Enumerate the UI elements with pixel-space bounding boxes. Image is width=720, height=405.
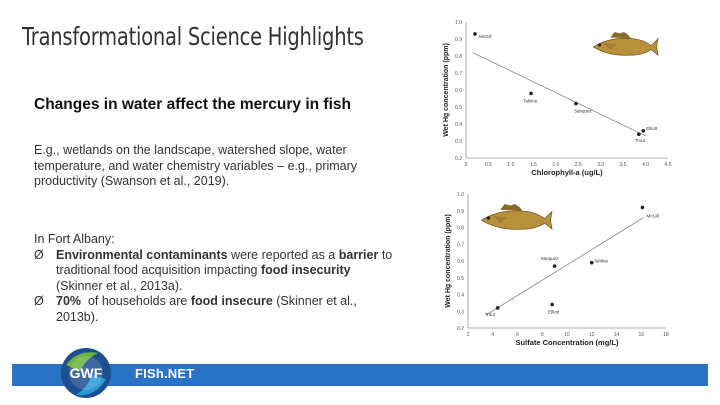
- y-tick-label: 0.5: [457, 276, 464, 282]
- x-tick-label: 14: [614, 332, 620, 338]
- brand-name: FISh.NET: [135, 366, 195, 381]
- y-tick-label: 1.0: [455, 20, 462, 26]
- bold-text: barrier: [338, 247, 379, 262]
- y-tick-label: 0.6: [455, 88, 462, 94]
- footer-bar: [12, 364, 708, 386]
- bullet-arrow-icon: Ø: [34, 294, 44, 308]
- fish-eye: [486, 216, 491, 220]
- body-paragraph: E.g., wetlands on the landscape, watersh…: [34, 143, 358, 188]
- y-tick-label: 0.2: [455, 156, 462, 162]
- point-label: Elliott: [646, 126, 658, 131]
- chart-chlorophyll: 0.2 0.3 0.4 0.5 0.6 0.7 0.8 0.9 1.0 0 0.5 1.0 1.5 2.0…: [443, 20, 672, 177]
- y-tick-label: 0.3: [457, 309, 464, 315]
- data-point: [637, 132, 641, 136]
- fish-stripe: [492, 215, 508, 224]
- y-axis-label: Wet Hg concentration (ppm): [445, 214, 452, 308]
- x-tick-label: 18: [663, 332, 669, 338]
- point-label: McGill: [646, 213, 659, 218]
- trend-line: [486, 217, 644, 315]
- fish-body: [592, 37, 659, 56]
- y-tick-label: 0.7: [457, 242, 464, 248]
- bold-text: food insecurity: [260, 263, 351, 277]
- x-tick-label: 12: [589, 332, 595, 338]
- text: (Skinner et al., 2013b).: [56, 294, 361, 324]
- y-axis-label: Wet Hg concentration (ppm): [443, 43, 450, 137]
- text: of households are: [81, 294, 191, 308]
- point-label: Tahline: [594, 259, 609, 264]
- x-tick-label: 8: [541, 332, 544, 338]
- data-point: [640, 205, 645, 210]
- x-tick-label: 3.0: [597, 162, 604, 168]
- section-intro: In Fort Albany:: [34, 232, 115, 246]
- fish-stripe: [603, 42, 618, 50]
- chart-sulfate: 0.2 0.3 0.4 0.5 0.6 0.7 0.8 0.9 1.0 2 4 6 8 10 12 14 16 1…: [445, 192, 669, 347]
- data-point: [552, 264, 557, 268]
- fish-dorsal-fin: [500, 204, 523, 211]
- x-tick-label: 4: [491, 332, 494, 338]
- point-label: Trout: [485, 312, 496, 317]
- x-tick-label: 1.5: [530, 162, 537, 168]
- y-tick-label: 0.8: [455, 54, 462, 60]
- fish-dorsal-fin: [610, 32, 631, 39]
- y-tick-label: 0.4: [457, 293, 464, 299]
- fish-body: [481, 210, 553, 231]
- x-tick-label: 2.5: [575, 162, 582, 168]
- x-axis-label: Chlorophyll-a (ug/L): [531, 168, 603, 177]
- data-point: [529, 91, 533, 96]
- y-tick-label: 0.2: [457, 326, 464, 332]
- x-tick-label: 4.0: [642, 162, 649, 168]
- data-point: [589, 260, 594, 265]
- bold-text: 70%: [56, 294, 82, 308]
- point-label: Trout: [635, 138, 646, 143]
- text: were reported as a: [227, 247, 339, 262]
- y-tick-label: 0.8: [457, 226, 464, 232]
- x-tick-label: 2: [467, 332, 470, 338]
- x-tick-label: 1.0: [507, 162, 514, 168]
- bold-text: food insecure: [190, 294, 273, 308]
- x-tick-label: 0: [465, 162, 468, 168]
- bullet-item: Ø 70% of households are food insecure (Sk…: [34, 294, 394, 325]
- walleye-fish-icon: [481, 204, 553, 231]
- data-point: [574, 101, 578, 106]
- x-tick-label: 4.5: [665, 162, 672, 168]
- point-label: McGill: [479, 34, 492, 39]
- bold-text: Environmental contaminants: [56, 247, 228, 262]
- data-point: [550, 302, 554, 307]
- point-label: Elliott: [548, 310, 560, 315]
- x-tick-label: 0.5: [485, 162, 492, 168]
- gwf-logo: GWF: [61, 348, 111, 398]
- bullet-item: Ø Environmental contaminants were reporte…: [34, 248, 394, 295]
- bullet-list: Ø Environmental contaminants were reporte…: [34, 248, 394, 326]
- x-tick-label: 10: [564, 332, 570, 338]
- point-label: Sanquez: [574, 109, 593, 114]
- y-tick-label: 0.4: [455, 122, 462, 128]
- fish-eye: [597, 43, 602, 47]
- y-tick-label: 0.5: [455, 105, 462, 111]
- x-tick-label: 3.5: [620, 162, 627, 168]
- x-tick-label: 2.0: [552, 162, 559, 168]
- y-tick-label: 0.9: [457, 209, 464, 215]
- y-tick-label: 0.7: [455, 71, 462, 77]
- y-tick-label: 1.0: [457, 192, 464, 198]
- slide-title: Transformational Science Highlights: [22, 22, 364, 51]
- y-tick-label: 0.3: [455, 139, 462, 145]
- data-point: [495, 306, 500, 310]
- x-tick-label: 6: [516, 332, 519, 338]
- y-tick-label: 0.6: [457, 259, 464, 265]
- point-label: Sanquez: [541, 256, 560, 261]
- point-label: Tahline: [523, 98, 538, 103]
- text: to traditional food acquisition impactin…: [56, 247, 396, 278]
- walleye-fish-icon: [592, 32, 659, 56]
- data-point: [473, 32, 477, 36]
- subheading: Changes in water affect the mercury in f…: [34, 96, 351, 113]
- fort-albany-section: In Fort Albany: Ø Environmental contamina…: [34, 232, 394, 325]
- x-tick-label: 16: [638, 332, 644, 338]
- x-axis-label: Sulfate Concentration (mg/L): [516, 338, 619, 347]
- text: (Skinner et al., 2013a).: [56, 263, 355, 293]
- y-tick-label: 0.9: [455, 37, 462, 43]
- logo-text: GWF: [70, 365, 103, 381]
- data-point: [641, 129, 646, 133]
- trend-line: [472, 52, 646, 137]
- bullet-arrow-icon: Ø: [34, 247, 44, 262]
